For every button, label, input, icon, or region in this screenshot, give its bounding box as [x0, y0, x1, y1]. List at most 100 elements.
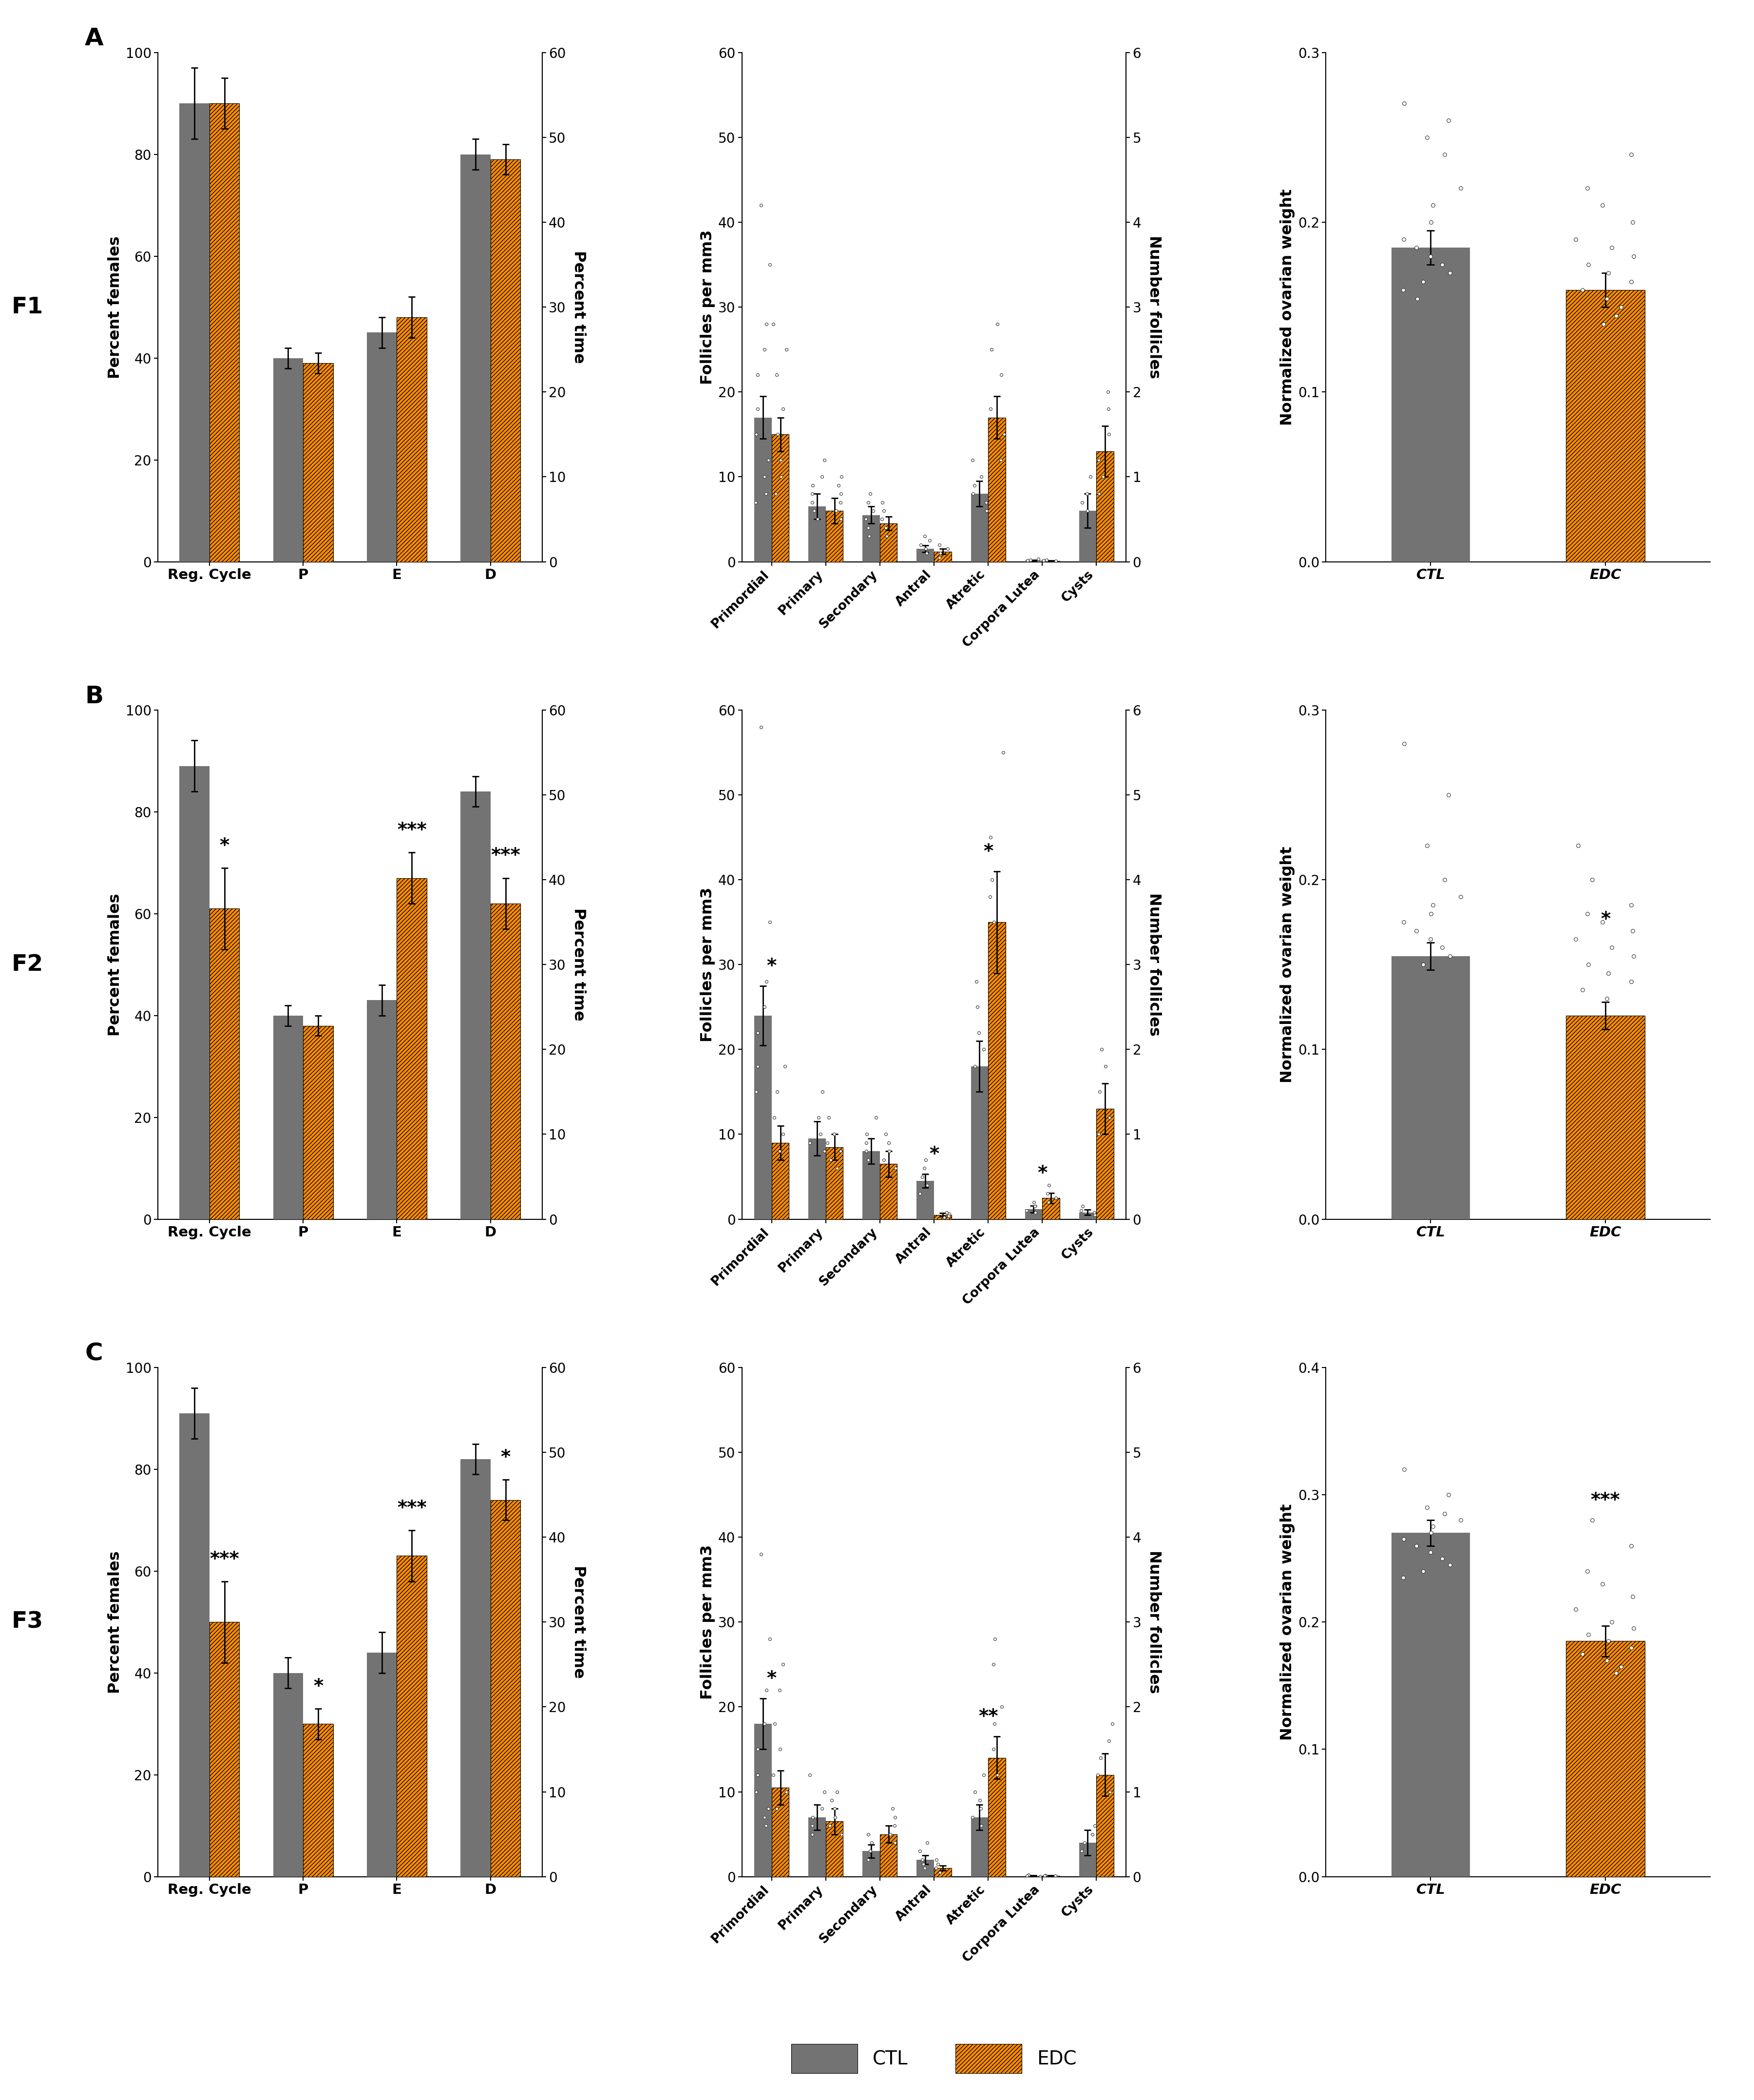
- Point: [1593, 281, 1621, 315]
- Point: [751, 460, 779, 494]
- Point: [744, 1758, 772, 1791]
- Bar: [772, 1142, 789, 1220]
- Point: [882, 1151, 910, 1184]
- Point: [747, 1537, 775, 1571]
- Point: [1412, 120, 1440, 153]
- Point: [761, 1707, 789, 1741]
- Point: [1014, 1858, 1042, 1892]
- Point: [1617, 964, 1645, 997]
- Y-axis label: Normalized ovarian weight: Normalized ovarian weight: [1280, 1504, 1294, 1741]
- Point: [856, 519, 884, 552]
- Y-axis label: Number follicles: Number follicles: [1147, 892, 1161, 1035]
- Bar: [826, 1821, 844, 1877]
- Point: [1031, 1858, 1059, 1892]
- Point: [1412, 1491, 1440, 1525]
- Point: [756, 1621, 784, 1655]
- Point: [1401, 231, 1430, 265]
- Bar: [1096, 452, 1114, 561]
- Point: [988, 359, 1016, 393]
- Point: [803, 502, 831, 535]
- Point: [1568, 972, 1596, 1006]
- Point: [910, 1852, 938, 1886]
- Point: [1094, 1724, 1123, 1758]
- Point: [868, 502, 896, 535]
- Point: [912, 536, 940, 569]
- Point: [1417, 1516, 1445, 1550]
- Bar: [754, 1724, 772, 1877]
- Point: [965, 1016, 993, 1050]
- Point: [742, 1774, 770, 1808]
- Point: [1573, 1554, 1601, 1588]
- Bar: [491, 1499, 521, 1877]
- Legend: CTL, EDC: CTL, EDC: [782, 2035, 1086, 2083]
- Point: [930, 1201, 958, 1235]
- Point: [875, 1126, 903, 1159]
- Point: [854, 510, 882, 544]
- Bar: [179, 103, 209, 561]
- Point: [1431, 1497, 1459, 1531]
- Point: [1419, 1510, 1447, 1544]
- Point: [910, 519, 938, 552]
- Point: [798, 468, 826, 502]
- Point: [1435, 103, 1463, 137]
- Point: [868, 485, 896, 519]
- Y-axis label: Number follicles: Number follicles: [1147, 1550, 1161, 1693]
- Point: [870, 493, 898, 527]
- Y-axis label: Follicles per mm3: Follicles per mm3: [700, 886, 716, 1042]
- Point: [1094, 418, 1123, 452]
- Bar: [826, 1147, 844, 1220]
- Text: *: *: [219, 836, 230, 855]
- Point: [759, 1100, 788, 1134]
- Point: [933, 1195, 961, 1228]
- Point: [1096, 1100, 1124, 1134]
- Point: [872, 1117, 900, 1151]
- Text: A: A: [84, 27, 103, 50]
- Point: [881, 1825, 909, 1858]
- Bar: [809, 506, 826, 561]
- Point: [923, 1852, 951, 1886]
- Point: [766, 443, 795, 477]
- Bar: [461, 153, 491, 561]
- Point: [926, 540, 954, 573]
- Point: [814, 1100, 842, 1134]
- Point: [1431, 863, 1459, 897]
- Bar: [754, 1016, 772, 1220]
- Point: [1589, 905, 1617, 939]
- Point: [1389, 223, 1417, 256]
- Point: [828, 460, 856, 494]
- Point: [970, 1033, 998, 1067]
- Bar: [1079, 1842, 1096, 1877]
- Point: [923, 1844, 951, 1877]
- Bar: [988, 418, 1005, 561]
- Text: *: *: [1037, 1163, 1047, 1182]
- Point: [875, 1816, 903, 1850]
- Point: [809, 460, 837, 494]
- Bar: [933, 552, 951, 561]
- Point: [796, 1758, 824, 1791]
- Point: [873, 519, 902, 552]
- Bar: [1096, 1109, 1114, 1220]
- Point: [1019, 1184, 1047, 1218]
- Point: [1017, 544, 1045, 578]
- Point: [1419, 888, 1447, 922]
- Point: [1617, 137, 1645, 170]
- Point: [814, 1126, 842, 1159]
- Point: [810, 1774, 838, 1808]
- Point: [1573, 897, 1601, 930]
- Point: [966, 460, 995, 494]
- Bar: [179, 766, 209, 1220]
- Bar: [396, 317, 426, 561]
- Bar: [863, 514, 881, 561]
- Bar: [303, 363, 333, 561]
- Point: [856, 1835, 884, 1869]
- Point: [751, 1800, 779, 1833]
- Point: [988, 443, 1016, 477]
- Point: [744, 393, 772, 426]
- Point: [751, 991, 779, 1025]
- Bar: [881, 523, 898, 561]
- Text: F2: F2: [11, 953, 44, 977]
- Point: [984, 1758, 1012, 1791]
- Point: [963, 991, 991, 1025]
- Point: [977, 393, 1005, 426]
- Bar: [809, 1816, 826, 1877]
